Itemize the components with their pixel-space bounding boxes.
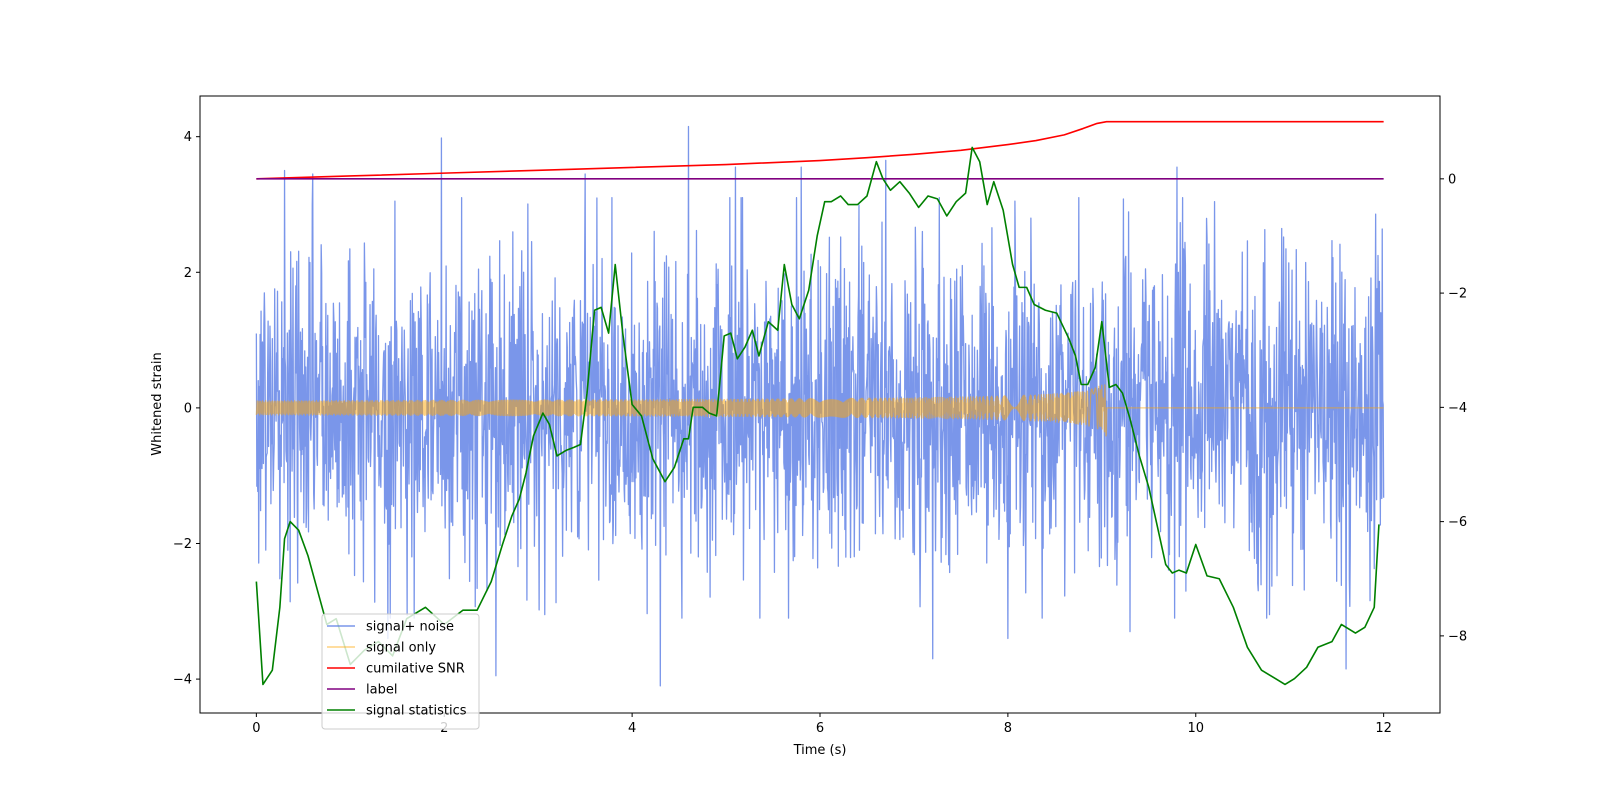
legend-label: signal only xyxy=(366,641,436,656)
y-right-tick-label: −2 xyxy=(1448,287,1467,302)
y-right-tick-label: −8 xyxy=(1448,629,1467,644)
series-line-2 xyxy=(256,120,1384,180)
y-left-tick-label: 4 xyxy=(184,130,192,145)
x-tick-label: 4 xyxy=(628,721,636,736)
x-tick-label: 12 xyxy=(1375,721,1392,736)
y-right-tick-label: −6 xyxy=(1448,515,1467,530)
series-line-0 xyxy=(255,125,1385,687)
legend-box xyxy=(321,613,480,730)
series-line-1 xyxy=(255,384,1384,437)
y-axis-right: −8 −6 −4 −2 0 xyxy=(1440,172,1467,644)
plot-area xyxy=(255,120,1385,687)
legend-label: signal+ noise xyxy=(366,620,454,635)
legend: signal+ noise signal only cumilative SNR la… xyxy=(321,613,480,730)
y-right-tick-label: 0 xyxy=(1448,172,1456,187)
y-right-tick-label: −4 xyxy=(1448,401,1467,416)
y-axis-left: −4 −2 0 2 4 xyxy=(173,130,200,688)
legend-label: label xyxy=(366,683,397,698)
y-left-tick-label: 2 xyxy=(184,266,192,281)
legend-label: cumilative SNR xyxy=(366,662,465,677)
y-left-tick-label: −2 xyxy=(173,537,192,552)
series-line-4 xyxy=(255,146,1380,686)
x-tick-label: 8 xyxy=(1004,721,1012,736)
x-axis-label: Time (s) xyxy=(793,743,847,758)
x-tick-label: 0 xyxy=(252,721,260,736)
x-tick-label: 10 xyxy=(1187,721,1204,736)
y-axis-label-left: Whitened strain xyxy=(150,352,165,455)
y-left-tick-label: −4 xyxy=(173,673,192,688)
y-left-tick-label: 0 xyxy=(184,401,192,416)
legend-label: signal statistics xyxy=(366,704,467,719)
x-tick-label: 6 xyxy=(816,721,824,736)
